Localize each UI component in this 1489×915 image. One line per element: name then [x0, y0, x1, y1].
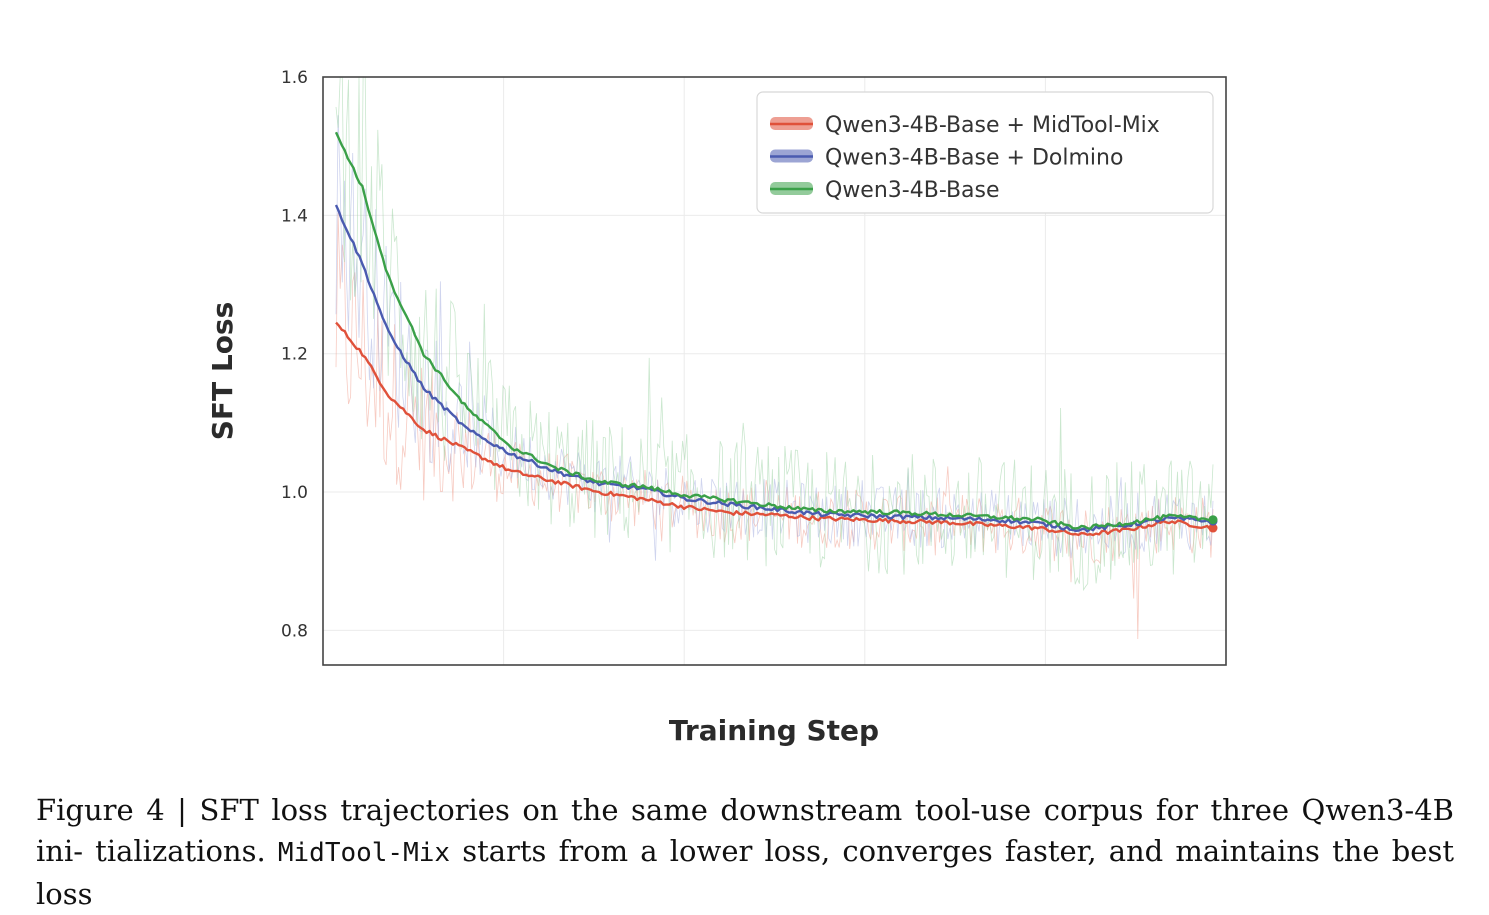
legend: Qwen3-4B-Base + MidTool-Mix Qwen3-4B-Base…: [756, 91, 1214, 214]
smoothed-loss-lines: [334, 131, 1218, 537]
legend-label-0: Qwen3-4B-Base + MidTool-Mix: [825, 113, 1160, 138]
legend-label-2: Qwen3-4B-Base: [825, 178, 1000, 203]
y-tick-label: 1.4: [281, 206, 308, 226]
y-tick-label: 1.0: [281, 483, 308, 503]
caption-code: MidTool-Mix: [277, 838, 451, 868]
x-axis-title: Training Step: [669, 714, 879, 747]
y-tick-label: 1.2: [281, 345, 308, 365]
raw-trace-0: [335, 212, 1214, 640]
figure-caption: Figure 4 | SFT loss trajectories on the …: [36, 790, 1454, 915]
legend-box: [756, 91, 1214, 214]
series-line-2: [334, 131, 1214, 531]
legend-label-1: Qwen3-4B-Base + Dolmino: [825, 146, 1123, 171]
series-end-point-2: [1208, 515, 1218, 525]
series-line-0: [335, 321, 1214, 537]
y-tick-label: 1.6: [281, 68, 308, 88]
raw-trace-2: [335, 76, 1214, 592]
y-tick-labels: 0.8 1.0 1.2 1.4 1.6: [281, 68, 308, 641]
raw-loss-traces: [335, 76, 1214, 640]
y-axis-title: SFT Loss: [206, 302, 239, 441]
plot-frame: [322, 76, 1227, 666]
series-end-point-0: [1208, 523, 1218, 533]
sft-loss-chart: 0.8 1.0 1.2 1.4 1.6 SFT Loss Training Step Q…: [206, 68, 1227, 747]
y-tick-label: 0.8: [281, 621, 308, 641]
caption-label: Figure 4 |: [36, 793, 200, 827]
series-line-1: [334, 204, 1214, 533]
caption-text-1: SFT loss trajectories on the same downst…: [36, 793, 1454, 868]
